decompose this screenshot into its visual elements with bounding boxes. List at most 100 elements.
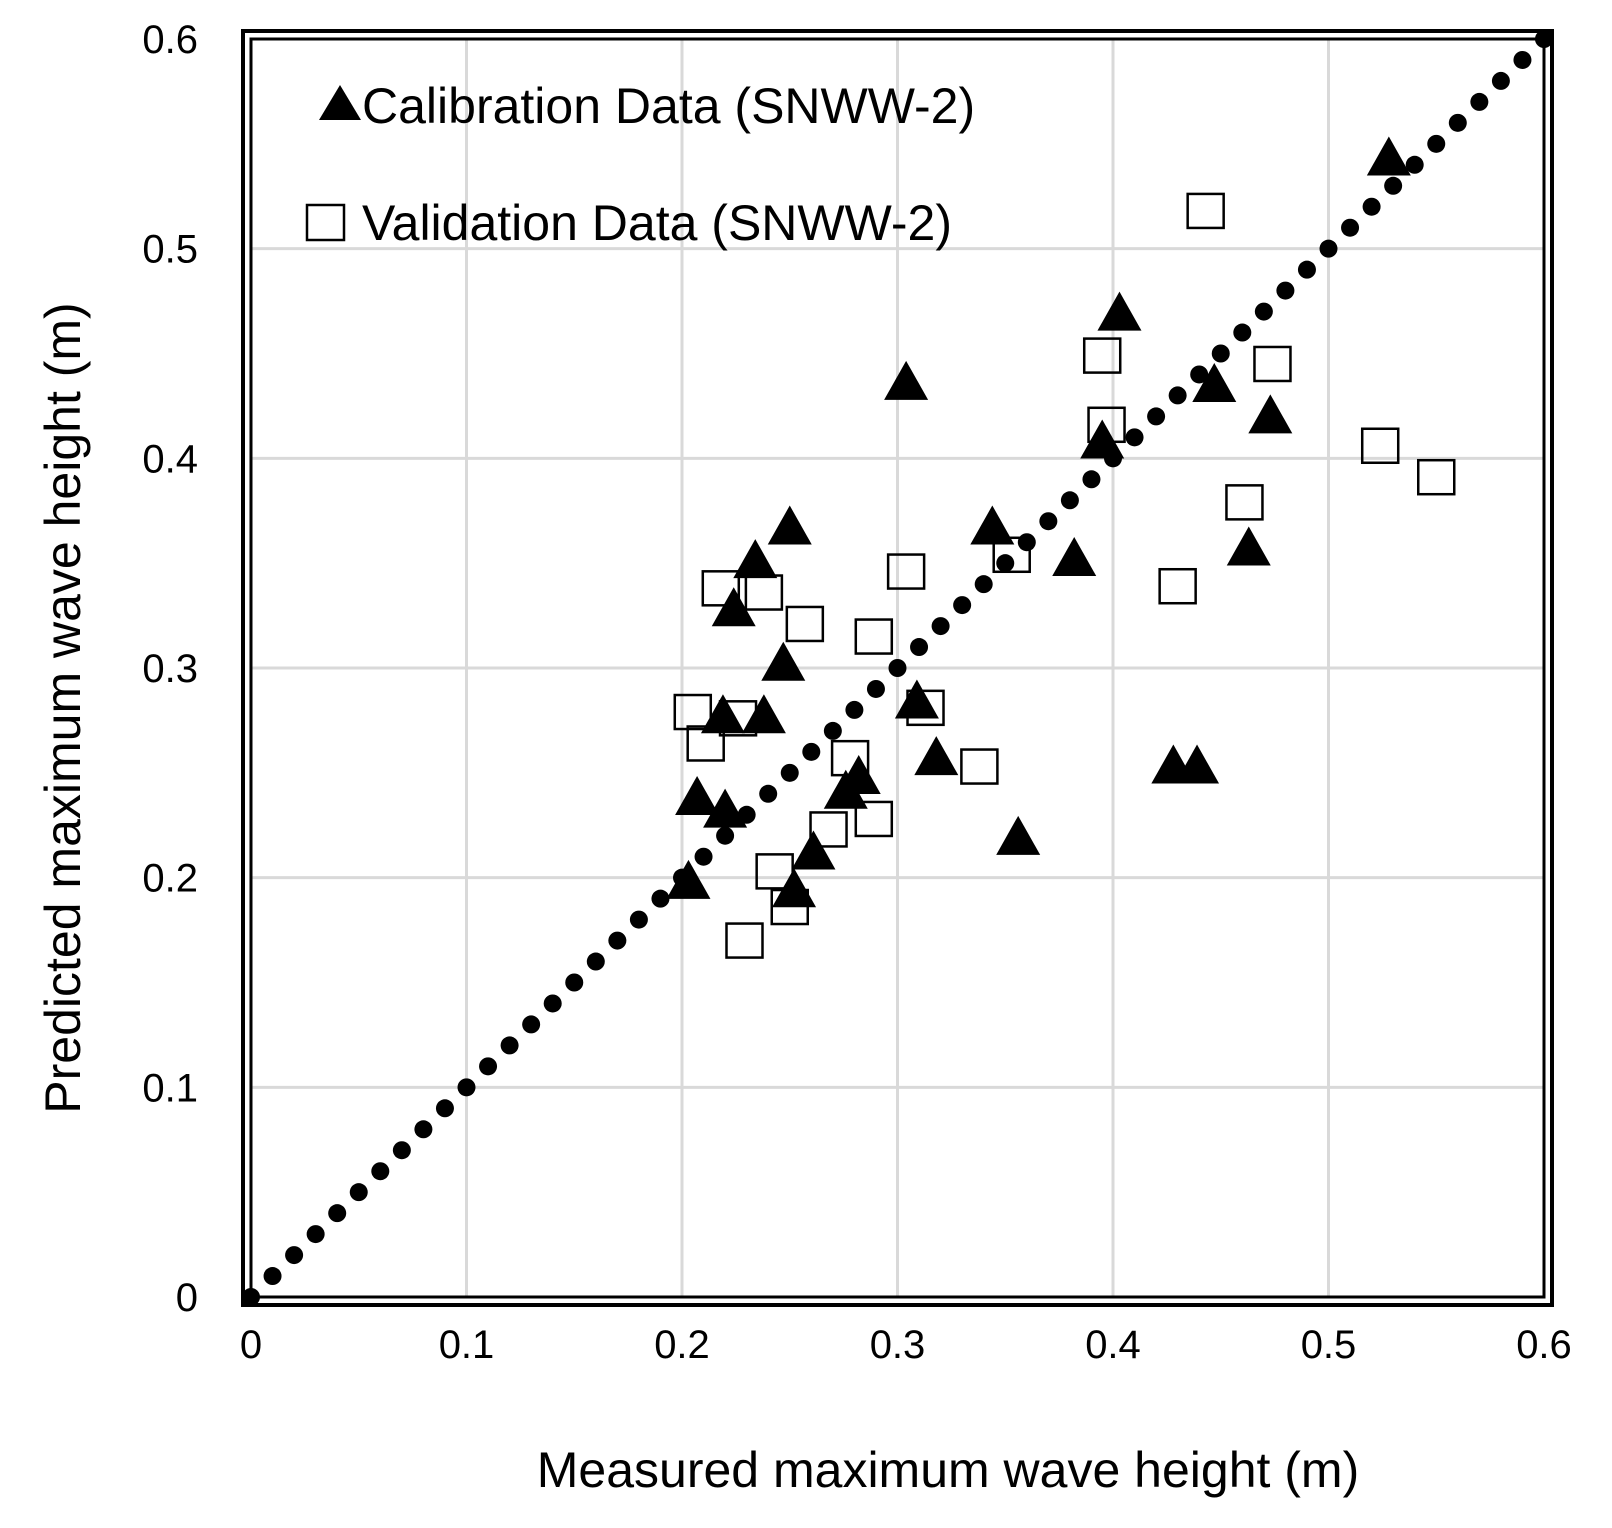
calibration-point bbox=[733, 539, 778, 579]
calibration-point bbox=[1080, 419, 1125, 459]
calibration-point bbox=[1366, 136, 1411, 176]
calibration-point bbox=[1192, 362, 1237, 402]
calibration-point bbox=[767, 505, 812, 545]
reference-line bbox=[242, 30, 1553, 1306]
reference-line-dot bbox=[866, 679, 885, 698]
validation-point bbox=[686, 725, 725, 762]
reference-line-dot bbox=[1168, 386, 1187, 405]
x-tick-label: 0 bbox=[240, 1323, 262, 1367]
x-tick-label: 0.5 bbox=[1301, 1323, 1357, 1367]
legend-calibration-marker bbox=[319, 85, 361, 120]
validation-point bbox=[1087, 406, 1126, 444]
reference-line-dot bbox=[435, 1099, 454, 1118]
tick-labels: 0 0.1 0.2 0.3 0.4 0.5 0.6 0 0.1 0.2 0.3 0.4 0.5 0.6 bbox=[142, 18, 1571, 1367]
y-tick-label: 0.5 bbox=[142, 228, 198, 272]
y-tick-label: 0.3 bbox=[142, 647, 198, 691]
x-tick-label: 0.3 bbox=[870, 1323, 926, 1367]
reference-line-dot bbox=[910, 638, 929, 657]
reference-line-dot bbox=[1341, 218, 1360, 237]
reference-line-dot bbox=[263, 1267, 282, 1286]
reference-line-dot bbox=[823, 721, 842, 740]
calibration-point bbox=[1248, 394, 1293, 434]
reference-line-dot bbox=[392, 1141, 411, 1160]
validation-point bbox=[701, 570, 741, 607]
y-tick-label: 0 bbox=[176, 1276, 198, 1320]
validation-point bbox=[886, 553, 926, 590]
legend-validation-label: Validation Data (SNWW-2) bbox=[362, 195, 952, 251]
reference-line-dot bbox=[1362, 197, 1381, 216]
calibration-point bbox=[1226, 526, 1271, 566]
validation-point bbox=[1158, 567, 1197, 605]
reference-line-dot bbox=[349, 1183, 368, 1202]
calibration-point bbox=[772, 868, 817, 908]
reference-line-dot bbox=[1319, 239, 1338, 258]
calibration-point bbox=[761, 641, 806, 681]
validation-point bbox=[830, 739, 870, 777]
reference-line-dot bbox=[759, 784, 778, 803]
validation-point bbox=[673, 693, 713, 731]
validation-point bbox=[854, 800, 894, 838]
reference-line-dot bbox=[1017, 533, 1036, 552]
calibration-point bbox=[791, 830, 836, 870]
reference-line-dot bbox=[780, 763, 799, 782]
reference-line-dot bbox=[500, 1036, 519, 1055]
validation-point bbox=[854, 618, 894, 655]
plot-frame-outer bbox=[241, 29, 1554, 1307]
calibration-point bbox=[996, 815, 1041, 855]
reference-line-dot bbox=[306, 1225, 325, 1244]
reference-line-dot bbox=[1190, 365, 1209, 384]
reference-line-dot bbox=[629, 910, 648, 929]
reference-line-dot bbox=[1448, 113, 1467, 132]
reference-line-dot bbox=[888, 659, 907, 677]
data-points bbox=[666, 136, 1456, 959]
reference-line-dot bbox=[996, 554, 1015, 573]
x-tick-label: 0.2 bbox=[654, 1323, 710, 1367]
validation-point bbox=[1417, 458, 1456, 496]
legend-calibration-label: Calibration Data (SNWW-2) bbox=[362, 78, 975, 134]
calibration-point bbox=[711, 587, 756, 627]
validation-point bbox=[1082, 337, 1122, 374]
reference-line-dot bbox=[479, 1057, 498, 1076]
reference-line-dot bbox=[457, 1078, 476, 1097]
reference-line-dot bbox=[543, 994, 562, 1013]
reference-line-dot bbox=[1405, 155, 1424, 174]
reference-line-dot bbox=[586, 952, 605, 971]
calibration-point bbox=[970, 505, 1015, 545]
reference-line-dot bbox=[414, 1120, 433, 1139]
reference-line-dot bbox=[1297, 260, 1316, 279]
reference-line-dot bbox=[974, 575, 993, 594]
x-axis-title: Measured maximum wave height (m) bbox=[537, 1442, 1360, 1498]
calibration-point bbox=[666, 859, 711, 899]
reference-line-dot bbox=[1233, 323, 1252, 342]
validation-point bbox=[725, 922, 764, 959]
validation-point bbox=[755, 853, 794, 890]
validation-point bbox=[718, 700, 758, 737]
reference-line-dot bbox=[931, 617, 950, 636]
reference-line-dot bbox=[608, 931, 627, 950]
plot-frame-inner bbox=[249, 37, 1546, 1299]
reference-line-dot bbox=[953, 596, 972, 615]
validation-point bbox=[770, 888, 809, 926]
y-tick-label: 0.1 bbox=[142, 1066, 198, 1110]
calibration-point bbox=[894, 679, 939, 719]
reference-line-dot bbox=[371, 1162, 390, 1181]
calibration-point bbox=[1175, 744, 1220, 784]
x-tick-label: 0.1 bbox=[439, 1323, 495, 1367]
calibration-point bbox=[884, 360, 929, 400]
validation-point bbox=[1360, 427, 1400, 465]
validation-point bbox=[1186, 192, 1225, 230]
validation-point bbox=[906, 689, 945, 727]
legend-validation-marker bbox=[305, 203, 346, 242]
reference-line-dot bbox=[1211, 344, 1230, 363]
validation-point bbox=[992, 536, 1031, 574]
y-tick-label: 0.6 bbox=[142, 18, 198, 62]
legend: Calibration Data (SNWW-2) Validation Dat… bbox=[305, 78, 975, 251]
reference-line-dot bbox=[522, 1015, 541, 1034]
calibration-point bbox=[675, 775, 720, 815]
reference-line-dot bbox=[565, 973, 584, 992]
validation-point bbox=[809, 811, 848, 848]
calibration-point bbox=[1097, 291, 1142, 331]
x-tick-label: 0.4 bbox=[1085, 1323, 1141, 1367]
reference-line-dot bbox=[1082, 470, 1101, 489]
reference-line-dot bbox=[694, 847, 713, 866]
